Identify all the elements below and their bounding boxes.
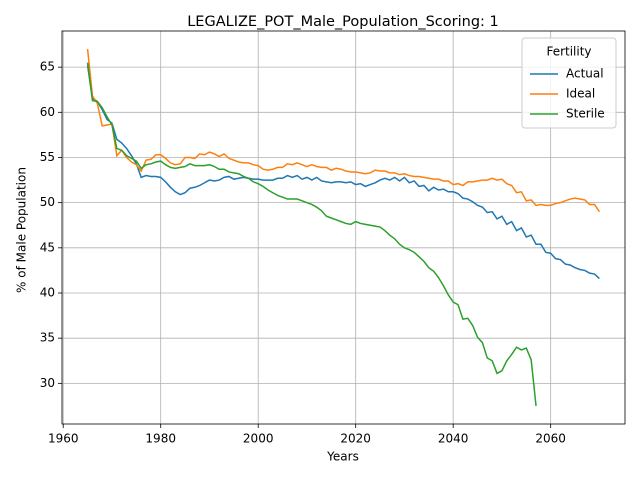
x-tick-label: 2020 bbox=[340, 432, 371, 446]
y-tick-label: 50 bbox=[40, 195, 55, 209]
legend-title: Fertility bbox=[546, 45, 591, 59]
y-tick-label: 55 bbox=[40, 150, 55, 164]
y-tick-label: 35 bbox=[40, 331, 55, 345]
y-tick-label: 60 bbox=[40, 105, 55, 119]
legend: Fertility Actual Ideal Sterile bbox=[521, 37, 617, 129]
legend-label: Actual bbox=[566, 67, 604, 81]
ticks: 1960 1980 2000 2020 2040 2060 30 35 40 45 50 55 60 65 bbox=[40, 60, 566, 446]
legend-label: Ideal bbox=[566, 87, 595, 101]
x-tick-label: 2000 bbox=[243, 432, 274, 446]
y-tick-label: 45 bbox=[40, 240, 55, 254]
chart-title: LEGALIZE_POT_Male_Population_Scoring: 1 bbox=[187, 14, 499, 30]
grid bbox=[62, 31, 625, 424]
legend-box bbox=[521, 37, 617, 129]
series-line bbox=[86, 62, 537, 407]
x-tick-label: 2060 bbox=[535, 432, 566, 446]
lines bbox=[86, 48, 601, 407]
x-axis-label: Years bbox=[326, 450, 359, 464]
y-axis-label: % of Male Population bbox=[15, 167, 29, 293]
x-tick-label: 1960 bbox=[48, 432, 79, 446]
x-tick-label: 2040 bbox=[438, 432, 469, 446]
legend-label: Sterile bbox=[566, 107, 605, 121]
y-tick-label: 30 bbox=[40, 376, 55, 390]
y-tick-label: 40 bbox=[40, 286, 55, 300]
series-line bbox=[86, 65, 600, 280]
series-line bbox=[86, 48, 601, 213]
plot-frame bbox=[61, 30, 626, 425]
y-tick-label: 65 bbox=[40, 60, 55, 74]
x-tick-label: 1980 bbox=[145, 432, 176, 446]
